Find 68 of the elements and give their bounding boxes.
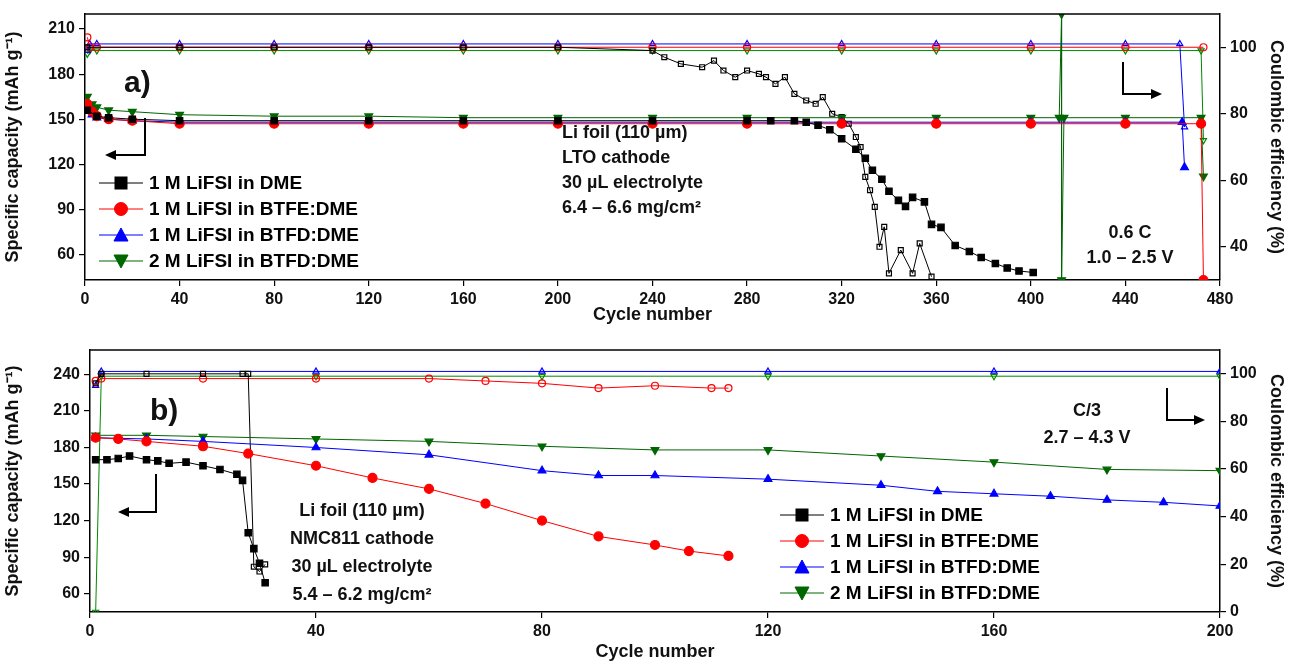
annotation: 2.7 – 4.3 V (1043, 426, 1131, 448)
y2-tick-label: 100 (1230, 37, 1257, 55)
x-tick-label: 0 (85, 622, 95, 640)
y-tick-label: 60 (57, 244, 76, 262)
y-axis-title: Specific capacity (mAh g⁻¹) (1, 31, 22, 263)
y-tick-label: 90 (62, 547, 81, 565)
y2-tick-label: 60 (1230, 170, 1248, 188)
y2-tick-label: 100 (1230, 364, 1257, 382)
x-tick-label: 160 (449, 290, 477, 308)
x-tick-label: 440 (1112, 290, 1139, 308)
x-tick-label: 160 (980, 622, 1008, 640)
legend-label: 2 M LiFSI in BTFD:DME (829, 581, 1040, 605)
annotation: Li foil (110 µm) (299, 499, 425, 521)
x-tick-label: 280 (733, 290, 761, 308)
annotation: 30 µL electrolyte (291, 555, 433, 577)
legend-label: 1 M LiFSI in BTFE:DME (829, 529, 1039, 553)
annotation: LTO cathode (562, 146, 671, 168)
annotation: a) (124, 65, 151, 99)
y2-tick-label: 80 (1230, 411, 1248, 429)
x-tick-label: 80 (265, 290, 284, 308)
x-axis-title: Cycle number (595, 641, 715, 662)
y2-tick-label: 40 (1230, 237, 1248, 255)
y-tick-label: 210 (48, 19, 76, 37)
y2-tick-label: 0 (1230, 602, 1239, 620)
y2-tick-label: 80 (1230, 104, 1248, 122)
y2-tick-label: 60 (1230, 459, 1248, 477)
legend-label: 1 M LiFSI in BTFE:DME (149, 197, 358, 221)
y-tick-label: 120 (48, 154, 76, 172)
annotation: Li foil (110 µm) (562, 121, 688, 143)
y-tick-label: 240 (53, 364, 81, 382)
annotation: 5.4 – 6.2 mg/cm² (292, 583, 432, 605)
y2-axis-title: Coulombic efficiency (%) (1267, 39, 1288, 255)
annotation: b) (150, 393, 179, 427)
legend-label: 1 M LiFSI in BTFD:DME (149, 223, 360, 247)
annotation: 30 µL electrolyte (562, 171, 704, 193)
y-tick-label: 150 (48, 109, 76, 127)
x-tick-label: 320 (828, 290, 856, 308)
annotation: C/3 (1072, 399, 1102, 421)
x-tick-label: 400 (1017, 290, 1045, 308)
y-tick-label: 90 (57, 199, 76, 217)
annotation: 0.6 C (1108, 221, 1152, 243)
annotation: 1.0 – 2.5 V (1086, 246, 1174, 268)
y2-tick-label: 20 (1230, 554, 1248, 572)
legend-label: 1 M LiFSI in DME (829, 503, 984, 527)
y2-axis-title: Coulombic efficiency (%) (1267, 373, 1288, 589)
x-tick-label: 80 (533, 622, 551, 640)
x-tick-label: 200 (544, 290, 572, 308)
y-tick-label: 180 (53, 437, 81, 455)
y-axis-title: Specific capacity (mAh g⁻¹) (1, 365, 22, 597)
y2-tick-label: 40 (1230, 507, 1248, 525)
y-tick-label: 180 (48, 64, 76, 82)
annotation: 6.4 – 6.6 mg/cm² (562, 196, 702, 218)
x-tick-label: 200 (1206, 622, 1234, 640)
y-tick-label: 120 (53, 511, 81, 529)
x-tick-label: 120 (355, 290, 383, 308)
x-tick-label: 40 (170, 290, 189, 308)
y-tick-label: 210 (53, 401, 81, 419)
x-tick-label: 40 (307, 622, 325, 640)
x-tick-label: 120 (754, 622, 782, 640)
annotation: NMC811 cathode (289, 527, 435, 549)
legend-label: 1 M LiFSI in DME (149, 171, 303, 195)
x-tick-label: 360 (922, 290, 950, 308)
y-tick-label: 150 (53, 474, 81, 492)
x-tick-label: 480 (1206, 290, 1234, 308)
y-tick-label: 60 (62, 584, 81, 602)
legend-label: 2 M LiFSI in BTFD:DME (149, 249, 360, 273)
legend-label: 1 M LiFSI in BTFD:DME (829, 555, 1040, 579)
x-tick-label: 0 (80, 290, 90, 308)
